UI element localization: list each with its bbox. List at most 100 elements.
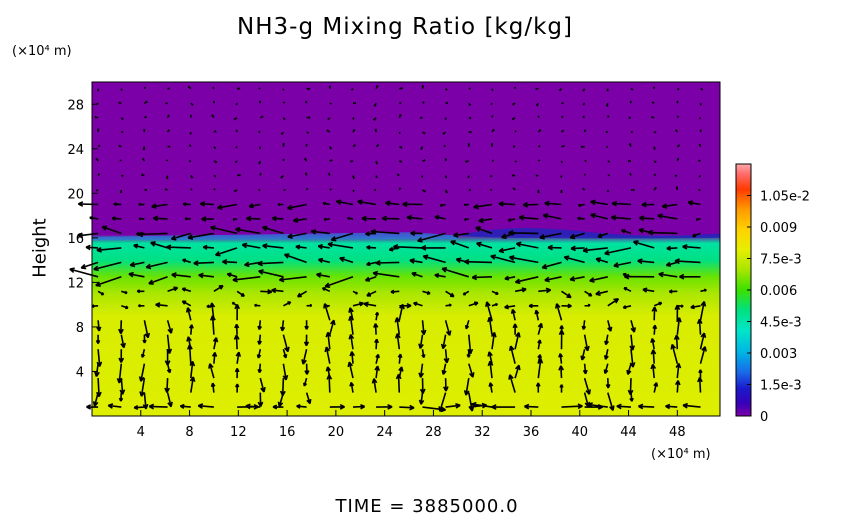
wind-vector xyxy=(317,243,330,250)
wind-vector xyxy=(468,102,472,107)
wind-vector xyxy=(491,159,495,162)
wind-vector xyxy=(627,159,632,163)
wind-vector xyxy=(434,273,446,279)
wind-vector xyxy=(697,377,703,393)
wind-vector xyxy=(420,146,424,151)
wind-vector xyxy=(190,188,193,191)
wind-vector xyxy=(352,175,355,180)
wind-vector xyxy=(366,261,377,267)
wind-vector xyxy=(352,301,364,307)
wind-vector xyxy=(393,243,423,250)
wind-vector xyxy=(511,174,516,177)
y-tick-label: 24 xyxy=(67,143,84,158)
wind-vector xyxy=(118,144,122,148)
wind-vector xyxy=(187,85,192,90)
wind-vector xyxy=(445,402,461,409)
wind-vector xyxy=(595,290,608,296)
wind-vector xyxy=(418,392,425,405)
wind-vector xyxy=(512,187,516,191)
wind-vector xyxy=(561,290,572,299)
wind-vector xyxy=(468,130,472,134)
wind-vector xyxy=(234,160,238,164)
wind-vector xyxy=(137,231,168,238)
wind-vector xyxy=(514,130,517,133)
wind-vector xyxy=(653,146,656,150)
wind-vector xyxy=(271,287,284,294)
wind-vector xyxy=(282,142,285,147)
wind-vector xyxy=(119,189,123,194)
wind-vector xyxy=(487,351,493,364)
wind-vector xyxy=(647,229,678,236)
wind-vector xyxy=(390,289,400,294)
wind-vector xyxy=(467,334,474,355)
wind-vector xyxy=(465,160,469,163)
wind-vector xyxy=(699,346,707,364)
wind-vector xyxy=(120,88,123,91)
wind-vector xyxy=(283,253,307,264)
wind-vector xyxy=(630,130,634,133)
wind-vector xyxy=(352,144,356,148)
wind-vector xyxy=(279,378,286,396)
wind-vector xyxy=(327,117,331,121)
wind-vector xyxy=(535,102,539,107)
wind-vector xyxy=(199,201,214,207)
wind-vector xyxy=(292,217,307,224)
wind-vector xyxy=(604,247,632,256)
wind-vector xyxy=(699,103,702,106)
wind-vector xyxy=(559,384,564,393)
wind-vector xyxy=(445,88,448,91)
wind-vector xyxy=(621,228,632,235)
wind-vector xyxy=(282,348,288,359)
wind-vector xyxy=(143,128,146,133)
wind-vector xyxy=(597,232,609,239)
wind-vector xyxy=(121,305,129,310)
wind-vector xyxy=(148,276,168,285)
wind-vector xyxy=(376,403,393,410)
wind-vector xyxy=(464,218,469,221)
wind-vector xyxy=(642,287,655,293)
wind-vector xyxy=(364,276,377,282)
wind-vector xyxy=(650,338,656,350)
wind-vector xyxy=(607,115,610,118)
wind-vector xyxy=(182,258,192,264)
wind-vector xyxy=(166,320,173,334)
wind-vector xyxy=(232,276,261,283)
wind-vector xyxy=(212,86,215,90)
wind-vector xyxy=(665,403,678,410)
wind-vector xyxy=(450,240,470,249)
wind-vector xyxy=(632,240,655,249)
wind-vector xyxy=(603,349,609,360)
wind-vector xyxy=(366,245,377,250)
wind-vector xyxy=(478,217,493,224)
wind-vector xyxy=(444,158,447,162)
wind-vector xyxy=(166,114,170,118)
wind-vector xyxy=(584,303,591,307)
wind-vector xyxy=(374,365,380,379)
wind-vector xyxy=(442,131,447,135)
wind-vector xyxy=(150,241,168,249)
wind-vector xyxy=(96,349,103,367)
wind-vector xyxy=(258,130,261,133)
wind-vector xyxy=(326,129,331,133)
wind-vector xyxy=(165,159,169,162)
wind-vector xyxy=(491,404,516,410)
x-tick-label: 36 xyxy=(523,425,540,440)
colorbar-tick-label: 1.05e-2 xyxy=(760,190,810,205)
wind-vector xyxy=(97,144,101,148)
wind-vector xyxy=(569,275,585,282)
wind-vector xyxy=(524,403,539,410)
wind-vector xyxy=(434,214,446,220)
wind-vector xyxy=(537,354,542,364)
wind-vector xyxy=(544,200,562,207)
wind-vector xyxy=(237,87,241,90)
wind-vector xyxy=(676,100,679,104)
wind-vector xyxy=(537,128,542,133)
wind-vector xyxy=(206,304,214,309)
wind-vector xyxy=(604,334,610,346)
wind-vector xyxy=(421,244,446,251)
wind-vector xyxy=(402,201,423,208)
wind-vector xyxy=(560,160,563,164)
wind-vector xyxy=(583,173,586,176)
wind-vector xyxy=(119,159,122,162)
wind-vector xyxy=(650,363,657,379)
